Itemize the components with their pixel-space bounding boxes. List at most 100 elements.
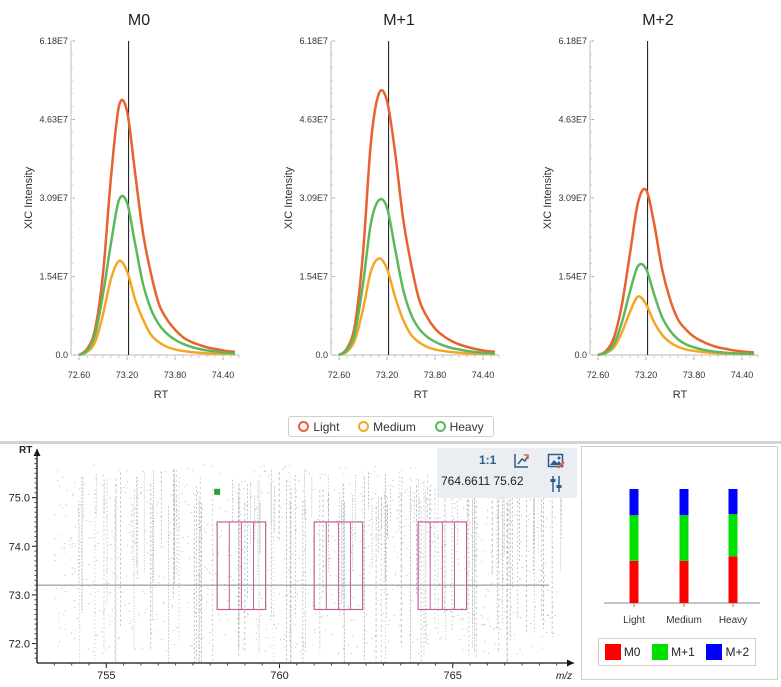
signal-dot (443, 527, 445, 529)
signal-dot (170, 557, 172, 559)
signal-dot (144, 530, 146, 532)
signal-dot (176, 510, 178, 512)
sliders-icon[interactable] (547, 475, 565, 493)
signal-dot (134, 489, 136, 491)
signal-dot (295, 489, 297, 491)
signal-dot (419, 588, 421, 590)
signal-dot (370, 534, 372, 536)
signal-dot (426, 634, 428, 636)
signal-dot (491, 583, 493, 585)
bar-legend-item-m0[interactable]: M0 (604, 644, 640, 660)
signal-dot (131, 628, 133, 630)
signal-dot (118, 469, 120, 471)
signal-dot (344, 468, 346, 470)
legend-label: M+2 (725, 645, 750, 659)
signal-dot (238, 556, 240, 558)
signal-dot (129, 623, 131, 625)
signal-dot (57, 645, 59, 647)
signal-dot (109, 497, 111, 499)
signal-dot (242, 549, 244, 551)
signal-dot (295, 507, 297, 509)
signal-dot (192, 469, 194, 471)
signal-dot (232, 580, 234, 582)
bar-segment-mp2 (629, 489, 639, 516)
signal-dot (386, 512, 388, 514)
signal-dot (118, 637, 120, 639)
signal-dot (73, 600, 75, 602)
signal-dot (59, 627, 61, 629)
signal-dot (156, 512, 158, 514)
signal-dot (295, 646, 297, 648)
signal-dot (77, 510, 79, 512)
signal-dot (233, 485, 235, 487)
signal-dot (541, 647, 543, 649)
signal-dot (163, 576, 165, 578)
signal-dot (290, 494, 292, 496)
aspect-ratio-button[interactable]: 1:1 (479, 453, 497, 467)
signal-dot (355, 619, 357, 621)
signal-dot (302, 490, 304, 492)
image-export-icon[interactable] (547, 452, 565, 470)
axis-fit-icon[interactable] (512, 452, 530, 470)
signal-dot (255, 618, 257, 620)
signal-dot (295, 581, 297, 583)
bar-segment-mp2 (728, 489, 738, 515)
signal-dot (121, 490, 123, 492)
selected-feature-marker (214, 488, 221, 495)
signal-dot (224, 583, 226, 585)
y-axis-label: XIC Intensity (542, 166, 554, 229)
signal-dot (544, 620, 546, 622)
map-y-tick-label: 74.0 (9, 541, 30, 553)
panel-divider[interactable] (0, 441, 781, 444)
signal-dot (82, 516, 84, 518)
signal-dot (343, 648, 345, 650)
bar-legend-item-m2[interactable]: M+2 (706, 644, 749, 660)
signal-dot (433, 533, 435, 535)
signal-dot (487, 590, 489, 592)
signal-dot (461, 618, 463, 620)
legend-item-light[interactable]: Light (298, 420, 339, 434)
signal-dot (260, 598, 262, 600)
legend-item-heavy[interactable]: Heavy (434, 420, 484, 434)
signal-dot (402, 593, 404, 595)
signal-dot (420, 551, 422, 553)
y-tick-label: 1.54E7 (558, 272, 587, 282)
signal-dot (144, 611, 146, 613)
signal-dot (88, 563, 90, 565)
signal-dot (374, 465, 376, 467)
signal-dot (376, 516, 378, 518)
y-tick-label: 4.63E7 (299, 115, 328, 125)
signal-dot (395, 574, 397, 576)
signal-dot (171, 604, 173, 606)
signal-dot (381, 543, 383, 545)
signal-dot (206, 568, 208, 570)
bar-segment-m0 (679, 560, 689, 603)
signal-dot (250, 497, 252, 499)
bar-segment-m0 (629, 560, 639, 603)
signal-dot (303, 642, 305, 644)
signal-dot (539, 569, 541, 571)
signal-dot (502, 579, 504, 581)
signal-dot (431, 541, 433, 543)
signal-dot (156, 618, 158, 620)
signal-dot (545, 527, 547, 529)
signal-dot (284, 596, 286, 598)
signal-dot (111, 620, 113, 622)
signal-dot (434, 626, 436, 628)
signal-dot (200, 652, 202, 654)
signal-dot (111, 609, 113, 611)
bar-legend-item-m1[interactable]: M+1 (652, 644, 695, 660)
signal-dot (406, 574, 408, 576)
signal-dot (235, 630, 237, 632)
signal-dot (141, 647, 143, 649)
signal-dot (200, 617, 202, 619)
signal-dot (520, 578, 522, 580)
signal-dot (208, 571, 210, 573)
legend-item-medium[interactable]: Medium (358, 420, 416, 434)
signal-dot (306, 470, 308, 472)
signal-dot (330, 575, 332, 577)
signal-dot (312, 540, 314, 542)
signal-dot (482, 617, 484, 619)
signal-dot (194, 494, 196, 496)
signal-dot (298, 480, 300, 482)
